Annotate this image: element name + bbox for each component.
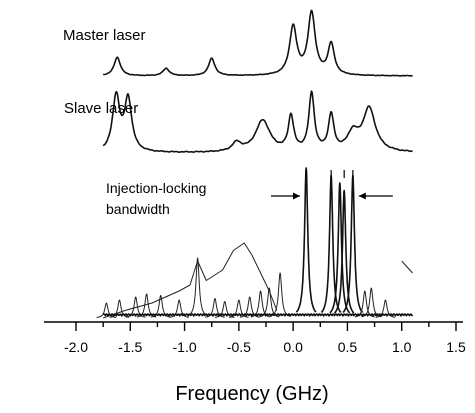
x-tick-label: -0.5 — [227, 339, 251, 355]
series-label-slave: Slave laser — [64, 100, 138, 117]
x-tick-label: -2.0 — [64, 339, 88, 355]
injection-peak — [169, 299, 190, 318]
annotation-arrows — [271, 170, 393, 200]
injection-peak — [333, 189, 355, 314]
x-tick-label: -1.5 — [118, 339, 142, 355]
injection-peak — [125, 296, 146, 318]
x-axis-label: Frequency (GHz) — [175, 383, 328, 405]
baseline-noise — [102, 313, 414, 317]
x-tick-label: 0.0 — [283, 339, 303, 355]
injection-peak — [295, 167, 317, 313]
injection-peak — [136, 293, 157, 318]
x-tick-label: 1.5 — [446, 339, 466, 355]
series-label-master: Master laser — [63, 27, 146, 44]
annotation-line1: Injection-locking — [106, 180, 206, 196]
injection-peak — [204, 298, 225, 318]
x-axis-ticks: -2.0 -1.5 -1.0 -0.5 0.0 0.5 1.0 1.5 — [64, 322, 466, 355]
x-tick-label: 1.0 — [392, 339, 412, 355]
injection-peak — [375, 299, 396, 318]
injection-peak — [150, 295, 171, 318]
arrow-right-head — [358, 192, 366, 200]
x-tick-label: -1.0 — [173, 339, 197, 355]
envelope-line-right — [401, 260, 413, 274]
plot-area — [96, 9, 414, 319]
injection-peak — [270, 272, 291, 317]
series-line-slave — [102, 90, 413, 153]
arrow-left-head — [293, 192, 300, 200]
injection-peak — [109, 299, 130, 318]
series-line-master — [102, 9, 413, 77]
x-tick-label: 0.5 — [338, 339, 358, 355]
envelope-line-left — [102, 242, 278, 319]
annotation-line2: bandwidth — [106, 201, 170, 217]
injection-peak — [187, 257, 208, 317]
